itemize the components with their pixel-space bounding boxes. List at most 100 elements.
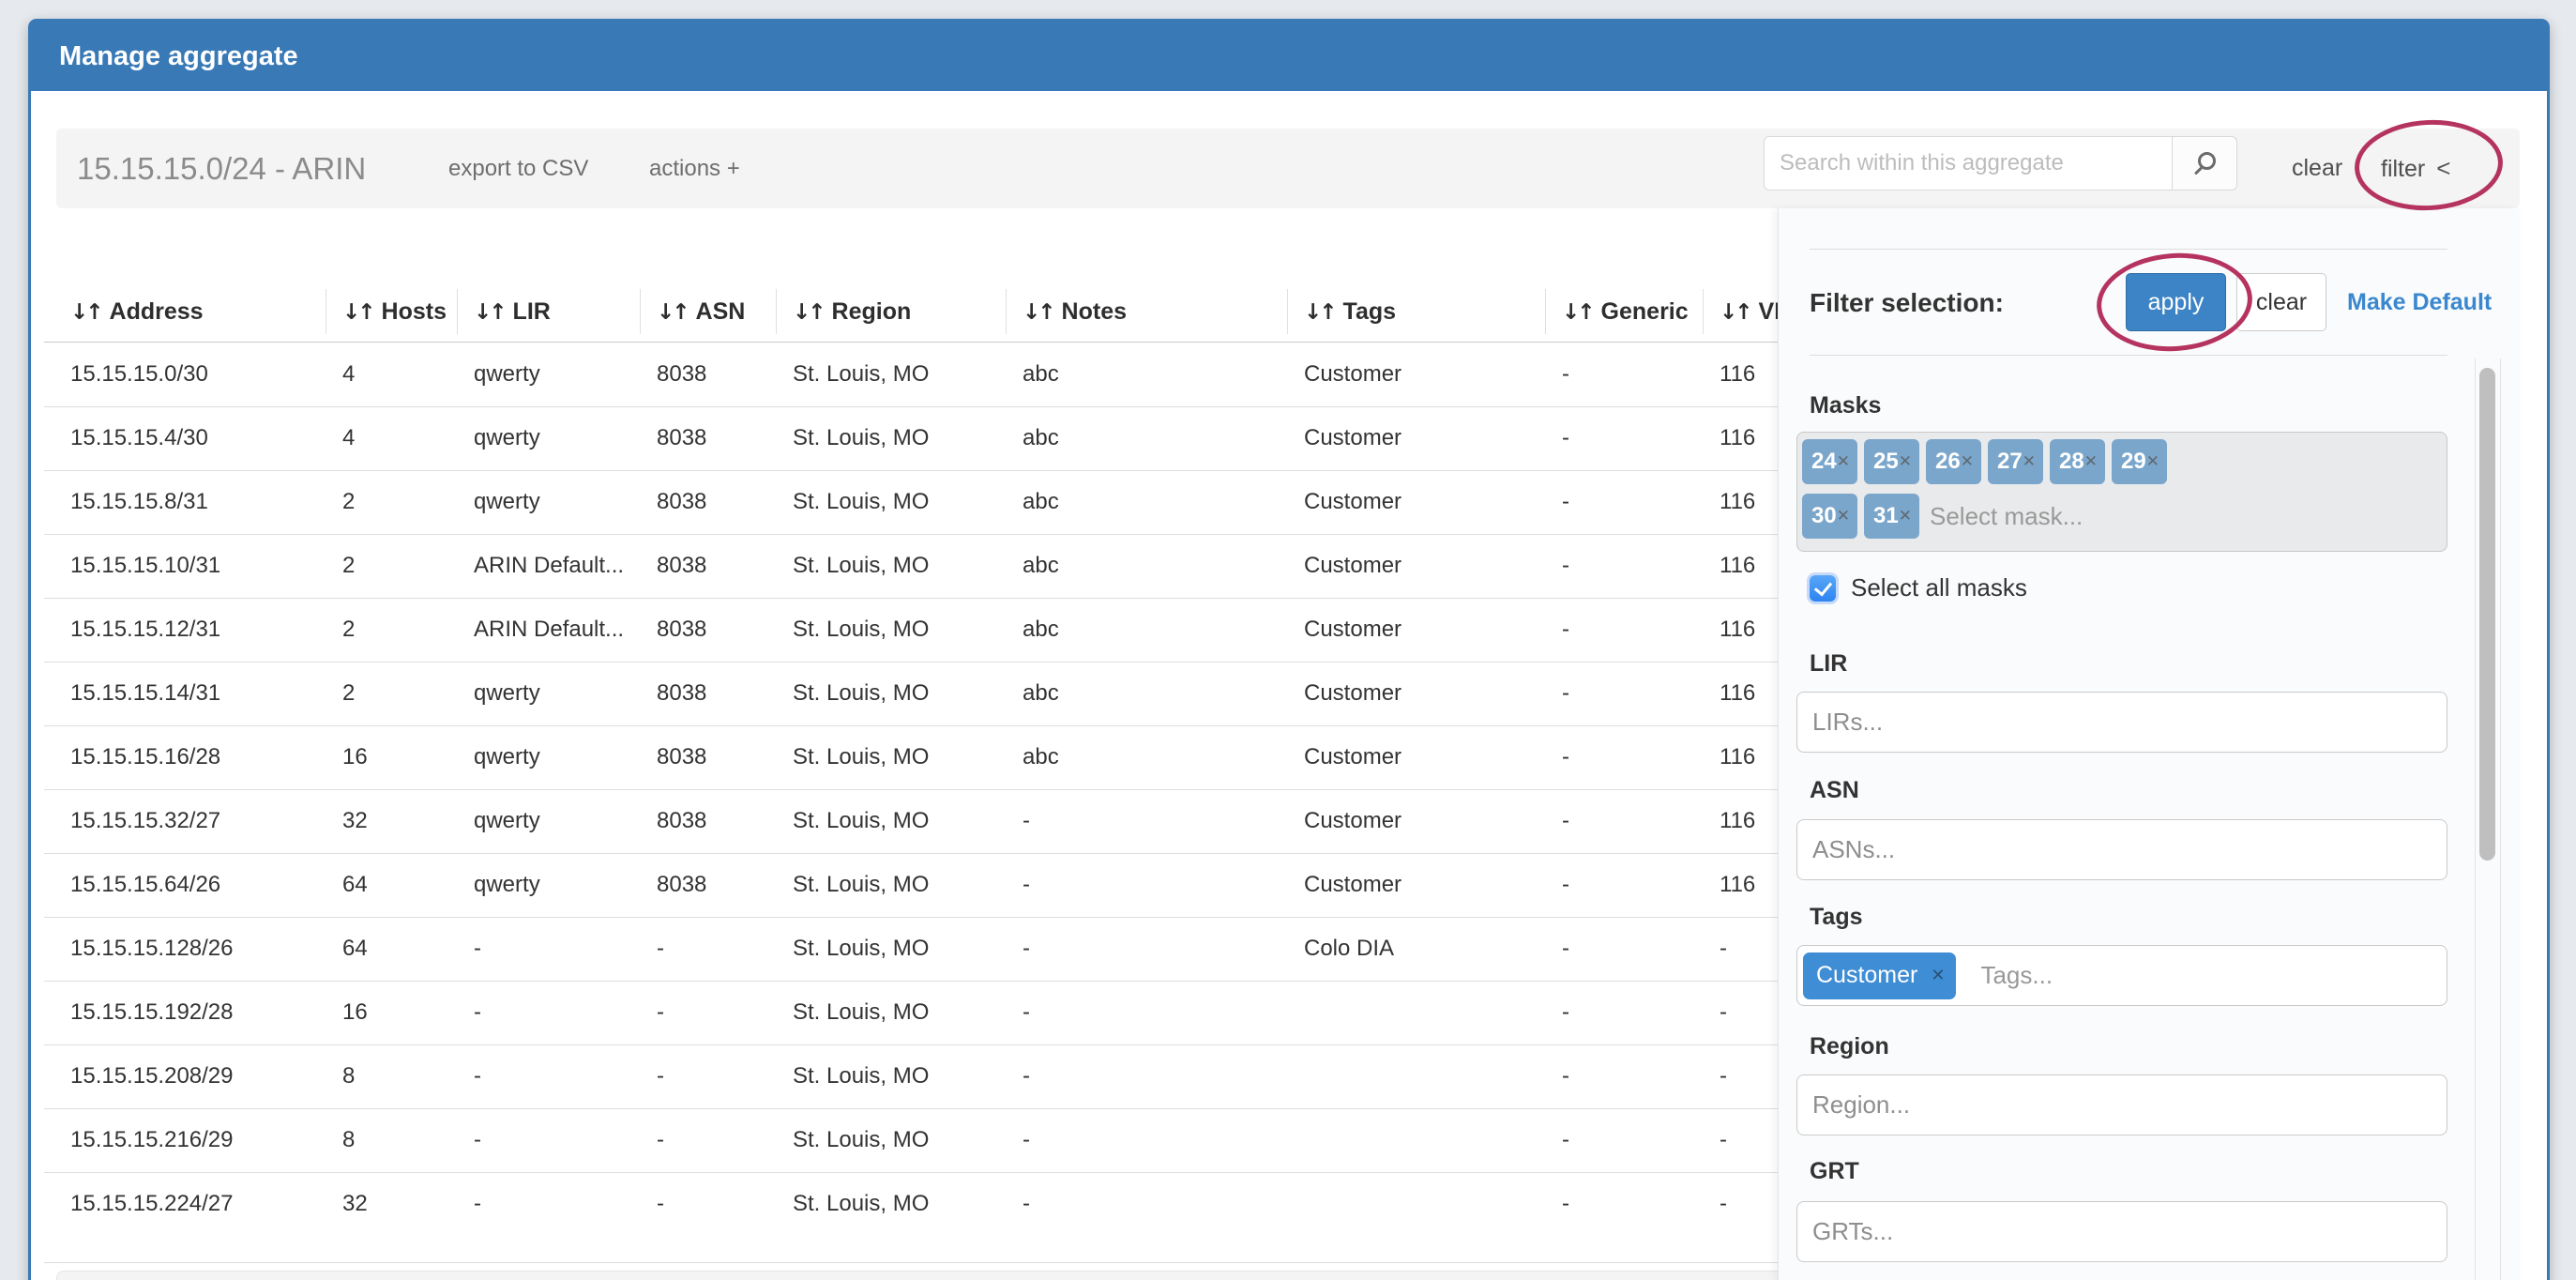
mask-chip: 29 ✕ bbox=[2112, 439, 2167, 484]
masks-multiselect[interactable]: Select mask... 24 ✕ 25 ✕ 26 ✕ 27 ✕ 28 ✕ 29 ✕ 30 ✕ 31 ✕ bbox=[1796, 432, 2447, 552]
clear-search-link[interactable]: clear bbox=[2292, 155, 2343, 181]
make-default-link[interactable]: Make Default bbox=[2347, 289, 2493, 315]
select-all-masks-label: Select all masks bbox=[1851, 573, 2027, 602]
actions-menu-link[interactable]: actions + bbox=[649, 156, 740, 181]
chip-remove-icon[interactable]: ✕ bbox=[2145, 452, 2159, 470]
asn-input[interactable] bbox=[1796, 819, 2447, 880]
table-cell: Customer bbox=[1304, 872, 1402, 897]
checkbox-checked-icon[interactable] bbox=[1810, 574, 1836, 602]
chip-remove-icon[interactable]: ✕ bbox=[2022, 452, 2036, 470]
tags-input[interactable] bbox=[1956, 961, 2447, 990]
tags-multiselect[interactable]: Customer ✕ bbox=[1796, 945, 2447, 1006]
select-all-masks-control[interactable]: Select all masks bbox=[1810, 573, 2027, 602]
filter-panel: Filter selection: apply clear Make Defau… bbox=[1778, 208, 2520, 1280]
row-divider bbox=[44, 662, 1778, 663]
table-cell: St. Louis, MO bbox=[793, 1063, 930, 1089]
mask-chip: 24 ✕ bbox=[1802, 439, 1857, 484]
row-divider bbox=[44, 917, 1778, 918]
chip-remove-icon[interactable]: ✕ bbox=[1898, 507, 1912, 525]
chip-remove-icon[interactable]: ✕ bbox=[1898, 452, 1912, 470]
column-header-hosts[interactable]: ↓↑ Hosts bbox=[342, 298, 447, 325]
table-cell: 64 bbox=[342, 936, 368, 961]
clear-filter-button[interactable]: clear bbox=[2236, 273, 2326, 331]
table-row[interactable]: 15.15.15.8/31 2 qwerty 8038 St. Louis, MO abc… bbox=[44, 470, 1778, 534]
table-cell: qwerty bbox=[474, 680, 540, 706]
table-row[interactable]: 15.15.15.14/31 2 qwerty 8038 St. Louis, MO ab… bbox=[44, 662, 1778, 725]
table-cell: St. Louis, MO bbox=[793, 808, 930, 833]
table-row[interactable]: 15.15.15.192/28 16 - - St. Louis, MO - - - bbox=[44, 981, 1778, 1044]
table-cell: - bbox=[1720, 1063, 1727, 1089]
table-cell: Customer bbox=[1304, 489, 1402, 514]
table-row[interactable]: 15.15.15.12/31 2 ARIN Default... 8038 St. Lo… bbox=[44, 598, 1778, 662]
chip-remove-icon[interactable]: ✕ bbox=[1960, 452, 1974, 470]
table-cell: 32 bbox=[342, 1191, 368, 1216]
region-label: Region bbox=[1810, 1033, 1889, 1059]
table-cell: St. Louis, MO bbox=[793, 617, 930, 642]
table-cell: Customer bbox=[1304, 425, 1402, 450]
masks-label: Masks bbox=[1810, 392, 1882, 419]
chip-remove-icon[interactable]: ✕ bbox=[2084, 452, 2098, 470]
table-cell: St. Louis, MO bbox=[793, 361, 930, 387]
table-cell: ARIN Default... bbox=[474, 617, 625, 642]
tag-chip: Customer ✕ bbox=[1803, 952, 1957, 999]
table-cell: - bbox=[1562, 999, 1569, 1025]
column-header-region[interactable]: ↓↑ Region bbox=[793, 298, 912, 325]
table-cell: 116 bbox=[1720, 425, 1756, 450]
lir-input[interactable] bbox=[1796, 692, 2447, 753]
header-column-separator bbox=[640, 289, 641, 334]
table-cell: 16 bbox=[342, 999, 368, 1025]
scrollbar-thumb[interactable] bbox=[2479, 368, 2495, 861]
table-row[interactable]: 15.15.15.32/27 32 qwerty 8038 St. Louis, MO -… bbox=[44, 789, 1778, 853]
table-row[interactable]: 15.15.15.64/26 64 qwerty 8038 St. Louis, MO -… bbox=[44, 853, 1778, 917]
table-cell: 8 bbox=[342, 1063, 356, 1089]
table-row[interactable]: 15.15.15.216/29 8 - - St. Louis, MO - - - bbox=[44, 1108, 1778, 1172]
table-row[interactable]: 15.15.15.224/27 32 - - St. Louis, MO - - - bbox=[44, 1172, 1778, 1236]
chip-remove-icon[interactable]: ✕ bbox=[1836, 452, 1850, 470]
header-column-separator bbox=[1006, 289, 1007, 334]
table-cell: St. Louis, MO bbox=[793, 744, 930, 770]
mask-chip-value: 30 bbox=[1811, 503, 1837, 528]
table-cell: abc bbox=[1023, 361, 1059, 387]
table-cell: 8 bbox=[342, 1127, 356, 1152]
column-header-lir[interactable]: ↓↑ LIR bbox=[474, 298, 551, 325]
table-row[interactable]: 15.15.15.128/26 64 - - St. Louis, MO - Colo DI… bbox=[44, 917, 1778, 981]
mask-chip-value: 24 bbox=[1811, 449, 1837, 474]
table-cell: St. Louis, MO bbox=[793, 936, 930, 961]
panel-divider-top bbox=[1810, 249, 2447, 250]
chip-remove-icon[interactable]: ✕ bbox=[1931, 966, 1946, 984]
table-row[interactable]: 15.15.15.4/30 4 qwerty 8038 St. Louis, MO abc… bbox=[44, 406, 1778, 470]
table-cell: - bbox=[657, 1191, 664, 1216]
table-cell: 116 bbox=[1720, 489, 1756, 514]
region-input[interactable] bbox=[1796, 1074, 2447, 1135]
table-cell: - bbox=[1720, 1127, 1727, 1152]
column-header-notes[interactable]: ↓↑ Notes bbox=[1023, 298, 1128, 325]
table-cell: qwerty bbox=[474, 361, 540, 387]
search-input[interactable] bbox=[1764, 136, 2173, 190]
search-button[interactable] bbox=[2173, 136, 2237, 190]
chip-remove-icon[interactable]: ✕ bbox=[1836, 507, 1850, 525]
export-to-csv-link[interactable]: export to CSV bbox=[448, 156, 589, 181]
column-header-tags[interactable]: ↓↑ Tags bbox=[1304, 298, 1397, 325]
table-cell: 4 bbox=[342, 361, 356, 387]
sort-icon: ↓↑ bbox=[793, 300, 826, 325]
filter-toggle-link[interactable]: filter < bbox=[2381, 129, 2450, 209]
table-cell: 2 bbox=[342, 680, 356, 706]
table-cell: 15.15.15.216/29 bbox=[70, 1127, 234, 1152]
table-cell: Customer bbox=[1304, 808, 1402, 833]
grt-label: GRT bbox=[1810, 1158, 1859, 1184]
table-cell: abc bbox=[1023, 489, 1059, 514]
table-row[interactable]: 15.15.15.208/29 8 - - St. Louis, MO - - - bbox=[44, 1044, 1778, 1108]
table-row[interactable]: 15.15.15.16/28 16 qwerty 8038 St. Louis, MO a… bbox=[44, 725, 1778, 789]
column-header-address[interactable]: ↓↑ Address bbox=[70, 298, 204, 325]
sort-icon: ↓↑ bbox=[70, 300, 104, 325]
table-cell: - bbox=[474, 1063, 481, 1089]
apply-filter-button[interactable]: apply bbox=[2126, 273, 2226, 331]
table-cell: - bbox=[1720, 1191, 1727, 1216]
column-header-asn[interactable]: ↓↑ ASN bbox=[657, 298, 746, 325]
table-cell: 32 bbox=[342, 808, 368, 833]
grt-input[interactable] bbox=[1796, 1201, 2447, 1262]
table-row[interactable]: 15.15.15.10/31 2 ARIN Default... 8038 St. Lo… bbox=[44, 534, 1778, 598]
column-header-generic[interactable]: ↓↑ Generic bbox=[1562, 298, 1689, 325]
table-cell: 2 bbox=[342, 489, 356, 514]
table-row[interactable]: 15.15.15.0/30 4 qwerty 8038 St. Louis, MO abc… bbox=[44, 343, 1778, 406]
